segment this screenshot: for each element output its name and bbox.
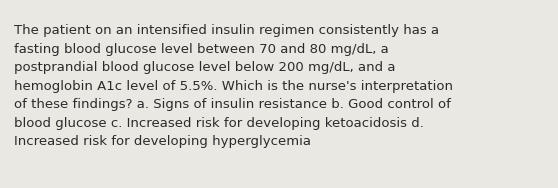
Text: The patient on an intensified insulin regimen consistently has a
fasting blood g: The patient on an intensified insulin re… xyxy=(14,24,453,149)
